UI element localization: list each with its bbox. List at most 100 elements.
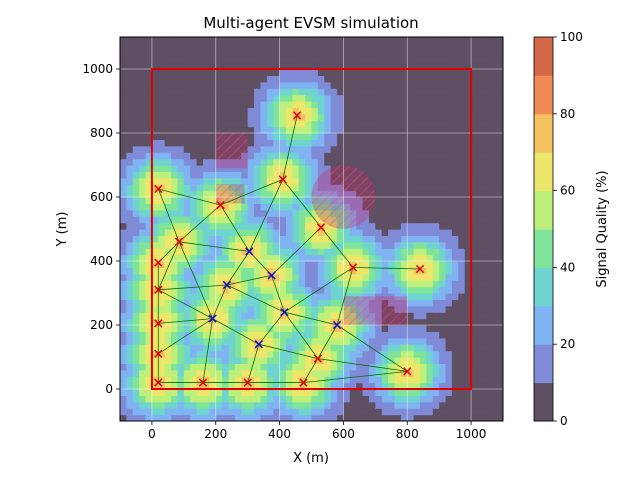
heatmap-cell	[145, 369, 153, 377]
heatmap-cell	[413, 37, 421, 44]
heatmap-cell	[317, 158, 325, 166]
heatmap-cell	[343, 376, 351, 384]
heatmap-cell	[209, 312, 217, 320]
heatmap-cell	[337, 81, 345, 89]
heatmap-cell	[151, 165, 159, 172]
heatmap-cell	[432, 209, 440, 217]
heatmap-cell	[305, 254, 313, 262]
heatmap-cell	[254, 261, 262, 268]
heatmap-cell	[477, 318, 485, 326]
heatmap-cell	[292, 37, 300, 44]
heatmap-cell	[196, 75, 204, 83]
heatmap-cell	[330, 293, 338, 300]
heatmap-cell	[317, 318, 325, 326]
heatmap-cell	[139, 273, 147, 281]
heatmap-cell	[247, 414, 255, 421]
heatmap-cell	[247, 395, 255, 403]
heatmap-cell	[477, 299, 485, 307]
heatmap-cell	[458, 37, 466, 44]
heatmap-cell	[305, 229, 313, 236]
heatmap-cell	[464, 69, 472, 76]
heatmap-cell	[190, 293, 198, 300]
heatmap-cell	[324, 43, 332, 51]
heatmap-cell	[362, 331, 370, 339]
heatmap-cell	[420, 177, 427, 185]
heatmap-cell	[400, 350, 408, 358]
heatmap-cell	[477, 177, 485, 185]
heatmap-cell	[260, 369, 268, 377]
heatmap-cell	[139, 363, 147, 371]
heatmap-cell	[471, 293, 479, 300]
heatmap-cell	[362, 286, 370, 294]
heatmap-cell	[190, 401, 198, 409]
heatmap-cell	[183, 408, 191, 416]
heatmap-cell	[190, 312, 198, 320]
heatmap-cell	[432, 113, 440, 121]
heatmap-cell	[388, 190, 396, 198]
heatmap-cell	[330, 94, 338, 102]
heatmap-cell	[324, 248, 332, 256]
heatmap-cell	[305, 203, 313, 211]
heatmap-cell	[120, 293, 127, 300]
heatmap-cell	[356, 49, 364, 57]
heatmap-cell	[298, 69, 306, 76]
heatmap-cell	[234, 299, 242, 307]
heatmap-cell	[483, 305, 491, 313]
heatmap-cell	[426, 43, 434, 51]
heatmap-cell	[183, 305, 191, 313]
heatmap-cell	[254, 171, 262, 179]
heatmap-cell	[215, 254, 223, 262]
heatmap-cell	[420, 88, 427, 96]
heatmap-cell	[432, 331, 440, 339]
heatmap-cell	[496, 69, 503, 76]
heatmap-cell	[483, 299, 491, 307]
heatmap-cell	[337, 261, 345, 268]
x-axis: 0 200 400 600 800 1000	[148, 421, 486, 441]
heatmap-cell	[171, 337, 179, 345]
heatmap-cell	[388, 261, 396, 268]
heatmap-cell	[196, 369, 204, 377]
heatmap-cell	[158, 49, 166, 57]
heatmap-cell	[164, 56, 172, 64]
heatmap-cell	[483, 197, 491, 204]
heatmap-cell	[375, 101, 383, 108]
heatmap-cell	[292, 101, 300, 108]
heatmap-cell	[215, 126, 223, 134]
heatmap-cell	[228, 248, 236, 256]
heatmap-cell	[426, 56, 434, 64]
heatmap-cell	[215, 229, 223, 236]
heatmap-cell	[196, 49, 204, 57]
heatmap-cell	[496, 325, 503, 332]
heatmap-cell	[439, 197, 447, 204]
heatmap-cell	[330, 75, 338, 83]
heatmap-cell	[324, 357, 332, 364]
heatmap-cell	[471, 389, 479, 396]
heatmap-cell	[381, 69, 389, 76]
heatmap-cell	[247, 235, 255, 243]
heatmap-cell	[145, 43, 153, 51]
heatmap-cell	[394, 43, 402, 51]
heatmap-cell	[171, 235, 179, 243]
heatmap-cell	[209, 152, 217, 160]
heatmap-cell	[337, 126, 345, 134]
heatmap-cell	[177, 43, 185, 51]
heatmap-cell	[388, 235, 396, 243]
heatmap-cell	[126, 120, 134, 128]
heatmap-cell	[483, 389, 491, 396]
heatmap-cell	[381, 248, 389, 256]
heatmap-cell	[324, 69, 332, 76]
heatmap-cell	[445, 401, 453, 409]
heatmap-cell	[279, 75, 287, 83]
heatmap-cell	[145, 241, 153, 249]
heatmap-cell	[490, 229, 498, 236]
heatmap-cell	[228, 43, 236, 51]
agent-markers	[154, 111, 425, 387]
heatmap-cell	[234, 171, 242, 179]
heatmap-cell	[458, 190, 466, 198]
heatmap-cell	[292, 165, 300, 172]
heatmap-cell	[337, 139, 345, 147]
heatmap-cell	[171, 126, 179, 134]
heatmap-cell	[247, 152, 255, 160]
heatmap-cell	[413, 389, 421, 396]
heatmap-cell	[496, 235, 503, 243]
